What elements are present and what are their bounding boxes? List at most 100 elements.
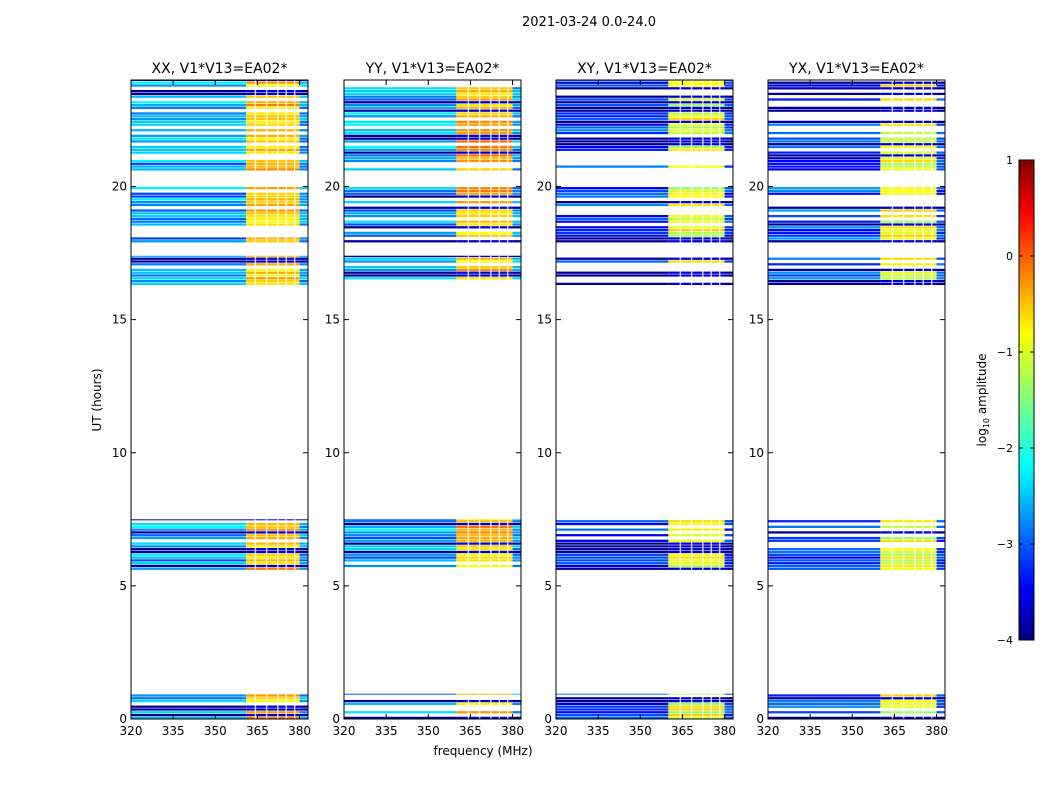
heatmap-cell bbox=[299, 217, 308, 221]
x-tick-label: 320 bbox=[120, 724, 143, 738]
heatmap-cell bbox=[344, 693, 457, 695]
heatmap-cell bbox=[556, 237, 669, 240]
heatmap-cell bbox=[131, 274, 247, 277]
heatmap-cell bbox=[768, 556, 881, 559]
heatmap-cell bbox=[556, 699, 669, 703]
heatmap-cell bbox=[344, 214, 457, 218]
heatmap-cell bbox=[131, 123, 247, 126]
heatmap-cell bbox=[880, 556, 937, 559]
heatmap-cell bbox=[936, 109, 945, 112]
x-tick-label: 380 bbox=[288, 724, 311, 738]
heatmap-cell bbox=[724, 274, 733, 277]
heatmap-cell bbox=[299, 92, 308, 96]
channel-stripe bbox=[902, 693, 905, 719]
heatmap-cell bbox=[512, 98, 521, 101]
heatmap-cell bbox=[299, 536, 308, 540]
heatmap-cell bbox=[344, 212, 457, 215]
heatmap-cell bbox=[344, 220, 457, 223]
heatmap-cell bbox=[456, 564, 513, 568]
channel-stripe bbox=[710, 186, 713, 243]
heatmap-cell bbox=[668, 716, 725, 719]
heatmap-cell bbox=[556, 539, 669, 542]
heatmap-cell bbox=[512, 214, 521, 218]
channel-stripe bbox=[702, 519, 704, 570]
heatmap-cell bbox=[724, 131, 733, 135]
heatmap-cell bbox=[344, 192, 457, 195]
colorbar-tick-label: −2 bbox=[997, 442, 1013, 455]
heatmap-cell bbox=[556, 556, 669, 559]
heatmap-cell bbox=[299, 81, 308, 84]
heatmap-cell bbox=[344, 109, 457, 112]
heatmap-cell bbox=[299, 268, 308, 272]
heatmap-cell bbox=[936, 694, 945, 697]
heatmap-cell bbox=[668, 559, 725, 562]
heatmap-cell bbox=[556, 187, 669, 190]
heatmap-cell bbox=[512, 123, 521, 126]
heatmap-cell bbox=[299, 123, 308, 126]
heatmap-cell bbox=[668, 203, 725, 207]
heatmap-cell bbox=[456, 556, 513, 559]
channel-stripe bbox=[265, 519, 268, 570]
heatmap-cell bbox=[131, 103, 247, 107]
heatmap-cell bbox=[131, 112, 247, 115]
heatmap-cell bbox=[936, 123, 945, 126]
panels-group: XX, V1*V13=EA02*320 335 350 365 38005101520Y… bbox=[112, 61, 948, 738]
heatmap-cell bbox=[246, 556, 300, 559]
heatmap-cell bbox=[668, 708, 725, 711]
heatmap-cell bbox=[668, 112, 725, 115]
heatmap-cell bbox=[344, 711, 457, 714]
heatmap-cell bbox=[131, 240, 247, 243]
heatmap-cell bbox=[512, 226, 521, 229]
heatmap-cell bbox=[724, 553, 733, 556]
heatmap-cell bbox=[556, 711, 669, 714]
heatmap-cell bbox=[246, 279, 300, 283]
heatmap-cell bbox=[131, 255, 247, 258]
heatmap-cell bbox=[556, 282, 669, 286]
heatmap-cell bbox=[768, 702, 881, 706]
heatmap-cell bbox=[131, 140, 247, 143]
heatmap-cell bbox=[131, 120, 247, 123]
heatmap-cell bbox=[246, 522, 300, 526]
heatmap-cell bbox=[668, 237, 725, 240]
heatmap-cell bbox=[131, 95, 247, 98]
heatmap-cell bbox=[556, 214, 669, 218]
heatmap-cell bbox=[344, 123, 457, 126]
channel-stripe bbox=[478, 519, 481, 570]
heatmap-cell bbox=[299, 80, 308, 82]
heatmap-cell bbox=[344, 556, 457, 559]
heatmap-cell bbox=[936, 187, 945, 190]
heatmap-cell bbox=[556, 693, 669, 695]
heatmap-cell bbox=[299, 220, 308, 223]
heatmap-cell bbox=[556, 80, 669, 82]
heatmap-cell bbox=[246, 260, 300, 263]
heatmap-cell bbox=[668, 556, 725, 559]
channel-stripe bbox=[690, 80, 693, 171]
heatmap-cell bbox=[936, 282, 945, 286]
heatmap-cell bbox=[512, 137, 521, 140]
channel-stripe bbox=[467, 519, 470, 570]
heatmap-cell bbox=[456, 212, 513, 215]
heatmap-cell bbox=[299, 528, 308, 531]
y-tick-label: 20 bbox=[112, 180, 127, 194]
heatmap-cell bbox=[456, 92, 513, 96]
heatmap-cell bbox=[768, 84, 881, 87]
heatmap-cell bbox=[131, 536, 247, 540]
heatmap-cell bbox=[344, 98, 457, 101]
heatmap-cell bbox=[880, 162, 937, 165]
heatmap-cell bbox=[768, 189, 881, 193]
heatmap-cell bbox=[344, 277, 457, 280]
heatmap-cell bbox=[668, 260, 725, 263]
heatmap-cell bbox=[299, 277, 308, 280]
heatmap-cell bbox=[768, 564, 881, 568]
heatmap-cell bbox=[246, 101, 300, 104]
heatmap-cell bbox=[556, 112, 669, 115]
heatmap-cell bbox=[344, 151, 457, 154]
heatmap-cell bbox=[668, 226, 725, 229]
channel-stripe bbox=[914, 186, 916, 243]
heatmap-cell bbox=[512, 255, 521, 258]
heatmap-cell bbox=[768, 154, 881, 157]
heatmap-cell bbox=[936, 84, 945, 87]
heatmap-cell bbox=[131, 237, 247, 240]
heatmap-cell bbox=[131, 198, 247, 201]
heatmap-cell bbox=[246, 134, 300, 137]
